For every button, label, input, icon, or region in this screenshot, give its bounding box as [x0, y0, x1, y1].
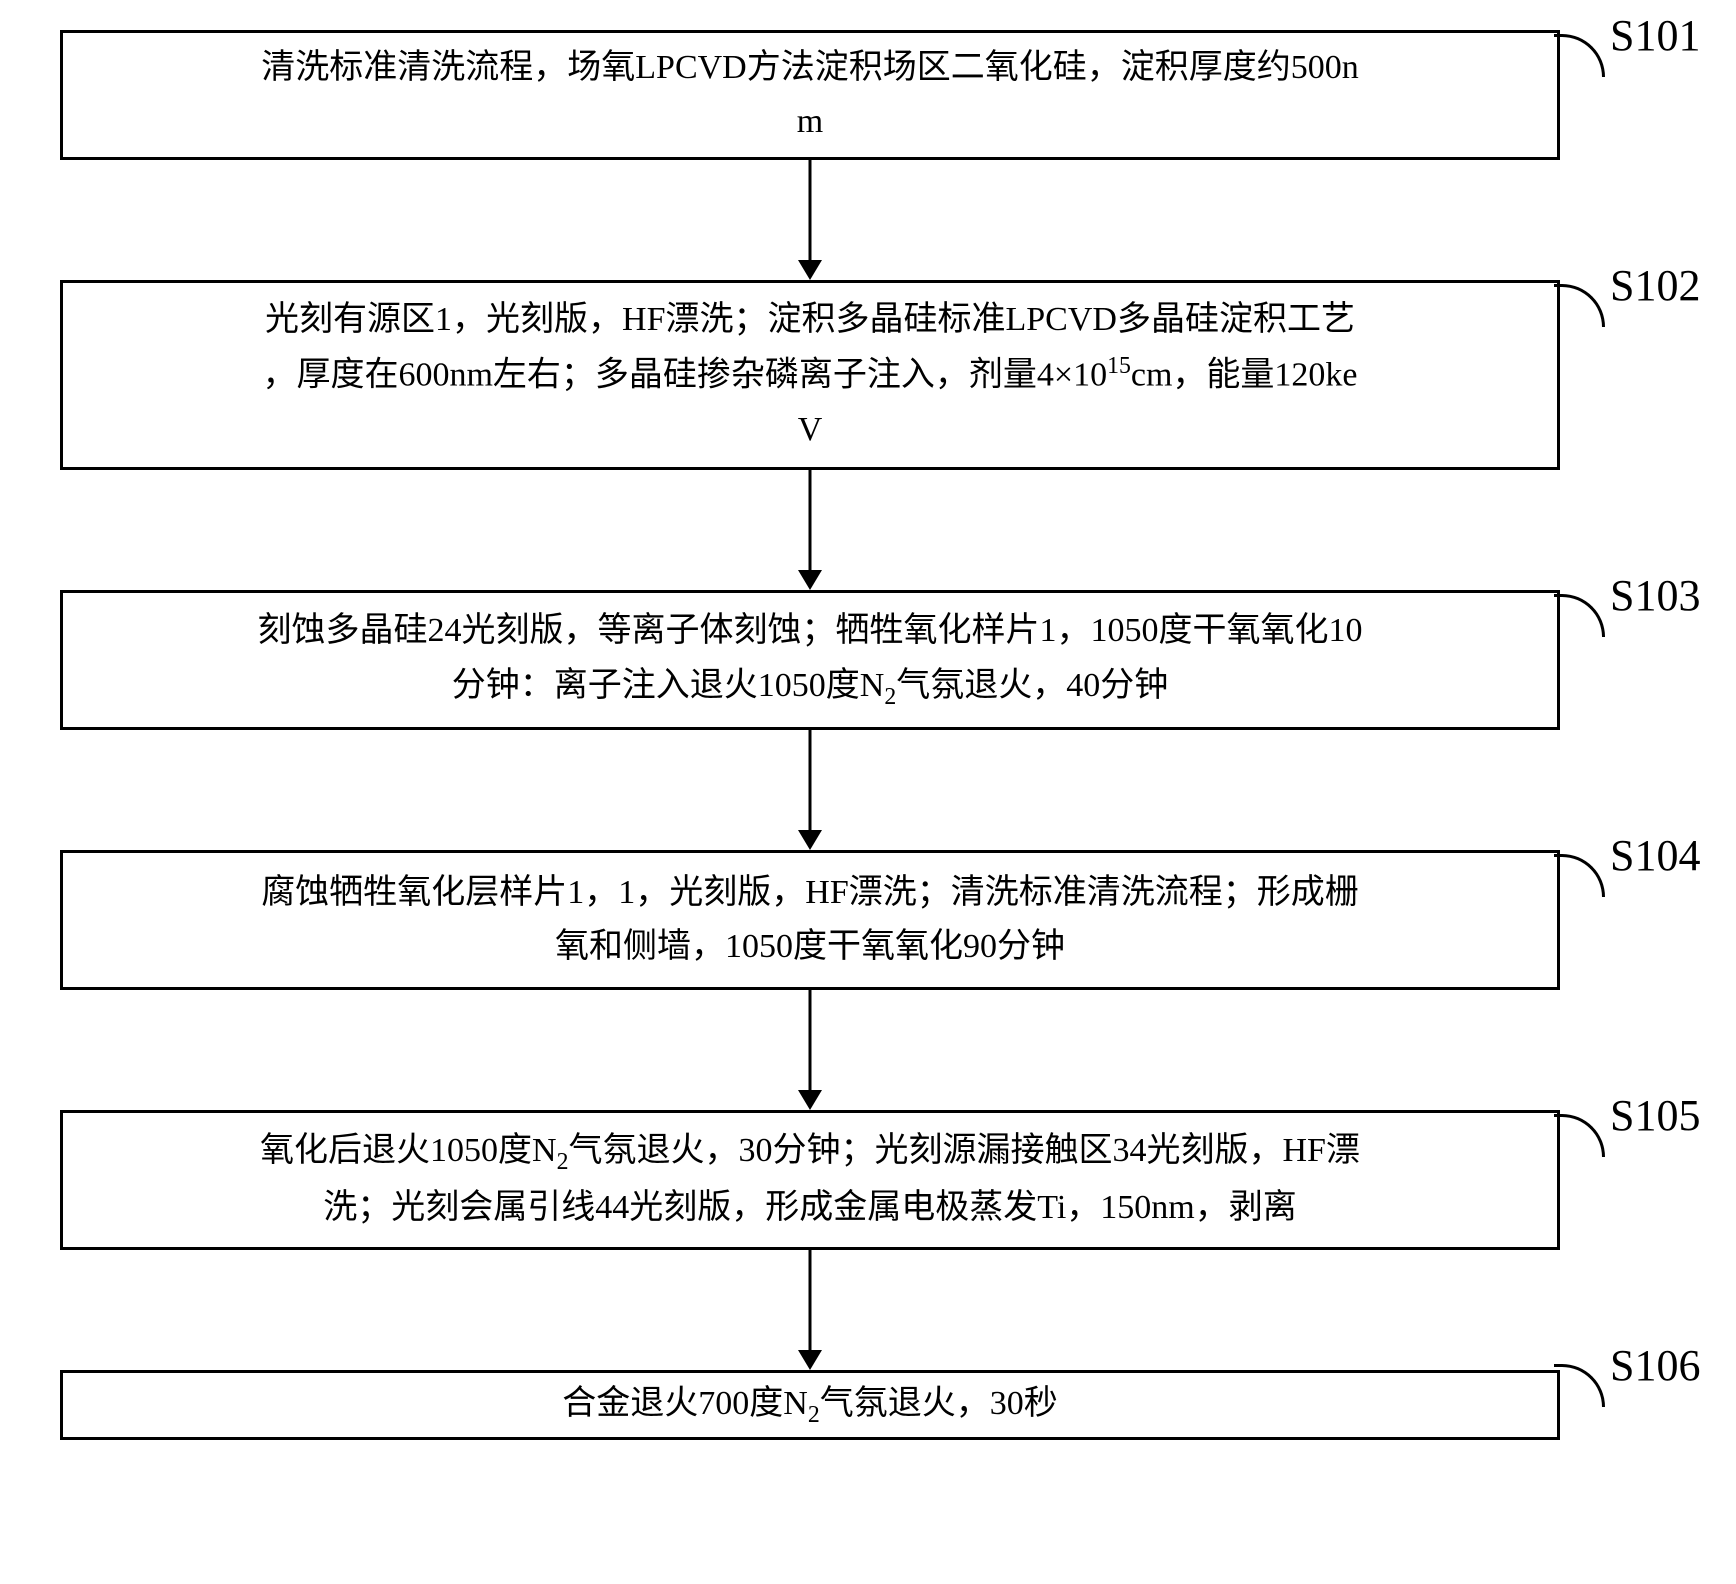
flow-step-S104: 腐蚀牺牲氧化层样片1，1，光刻版，HF漂洗；清洗标准清洗流程；形成栅氧和侧墙，1… — [60, 850, 1560, 990]
flow-step-label: S105 — [1610, 1090, 1700, 1141]
flow-step-S102: 光刻有源区1，光刻版，HF漂洗；淀积多晶硅标准LPCVD多晶硅淀积工艺，厚度在6… — [60, 280, 1560, 470]
flow-connector — [60, 160, 1560, 280]
label-leader — [1554, 34, 1605, 77]
label-leader — [1554, 284, 1605, 327]
flow-box-text: 清洗标准清洗流程，场氧LPCVD方法淀积场区二氧化硅，淀积厚度约500nm — [91, 41, 1529, 150]
flow-box-S106: 合金退火700度N2气氛退火，30秒 — [60, 1370, 1560, 1440]
flow-box-text: 光刻有源区1，光刻版，HF漂洗；淀积多晶硅标准LPCVD多晶硅淀积工艺，厚度在6… — [91, 293, 1529, 458]
flow-step-label: S104 — [1610, 830, 1700, 881]
arrow-line — [809, 160, 812, 276]
flow-connector — [60, 1250, 1560, 1370]
arrow-head-icon — [798, 830, 822, 850]
label-leader — [1554, 1114, 1605, 1157]
label-leader — [1554, 594, 1605, 637]
flow-box-text: 氧化后退火1050度N2气氛退火，30分钟；光刻源漏接触区34光刻版，HF漂洗；… — [91, 1124, 1529, 1235]
flow-step-S103: 刻蚀多晶硅24光刻版，等离子体刻蚀；牺牲氧化样片1，1050度干氧氧化10分钟：… — [60, 590, 1560, 730]
flow-step-label: S101 — [1610, 10, 1700, 61]
flow-connector — [60, 470, 1560, 590]
flow-box-text: 合金退火700度N2气氛退火，30秒 — [91, 1377, 1529, 1434]
flow-step-label: S106 — [1610, 1340, 1700, 1391]
flow-box-S101: 清洗标准清洗流程，场氧LPCVD方法淀积场区二氧化硅，淀积厚度约500nm — [60, 30, 1560, 160]
flow-step-S105: 氧化后退火1050度N2气氛退火，30分钟；光刻源漏接触区34光刻版，HF漂洗；… — [60, 1110, 1560, 1250]
label-leader — [1554, 1364, 1605, 1407]
flow-step-S106: 合金退火700度N2气氛退火，30秒S106 — [60, 1370, 1560, 1440]
arrow-line — [809, 470, 812, 586]
flow-box-S102: 光刻有源区1，光刻版，HF漂洗；淀积多晶硅标准LPCVD多晶硅淀积工艺，厚度在6… — [60, 280, 1560, 470]
flow-box-S104: 腐蚀牺牲氧化层样片1，1，光刻版，HF漂洗；清洗标准清洗流程；形成栅氧和侧墙，1… — [60, 850, 1560, 990]
arrow-head-icon — [798, 260, 822, 280]
label-leader — [1554, 854, 1605, 897]
flow-box-S105: 氧化后退火1050度N2气氛退火，30分钟；光刻源漏接触区34光刻版，HF漂洗；… — [60, 1110, 1560, 1250]
arrow-line — [809, 1250, 812, 1366]
flow-step-label: S103 — [1610, 570, 1700, 621]
arrow-head-icon — [798, 1090, 822, 1110]
arrow-head-icon — [798, 570, 822, 590]
flow-box-S103: 刻蚀多晶硅24光刻版，等离子体刻蚀；牺牲氧化样片1，1050度干氧氧化10分钟：… — [60, 590, 1560, 730]
flow-connector — [60, 730, 1560, 850]
arrow-line — [809, 730, 812, 846]
flow-connector — [60, 990, 1560, 1110]
flow-step-label: S102 — [1610, 260, 1700, 311]
flow-step-S101: 清洗标准清洗流程，场氧LPCVD方法淀积场区二氧化硅，淀积厚度约500nmS10… — [60, 30, 1560, 160]
arrow-line — [809, 990, 812, 1106]
flow-box-text: 腐蚀牺牲氧化层样片1，1，光刻版，HF漂洗；清洗标准清洗流程；形成栅氧和侧墙，1… — [91, 866, 1529, 975]
flow-box-text: 刻蚀多晶硅24光刻版，等离子体刻蚀；牺牲氧化样片1，1050度干氧氧化10分钟：… — [91, 604, 1529, 715]
flowchart: 清洗标准清洗流程，场氧LPCVD方法淀积场区二氧化硅，淀积厚度约500nmS10… — [60, 30, 1560, 1440]
arrow-head-icon — [798, 1350, 822, 1370]
